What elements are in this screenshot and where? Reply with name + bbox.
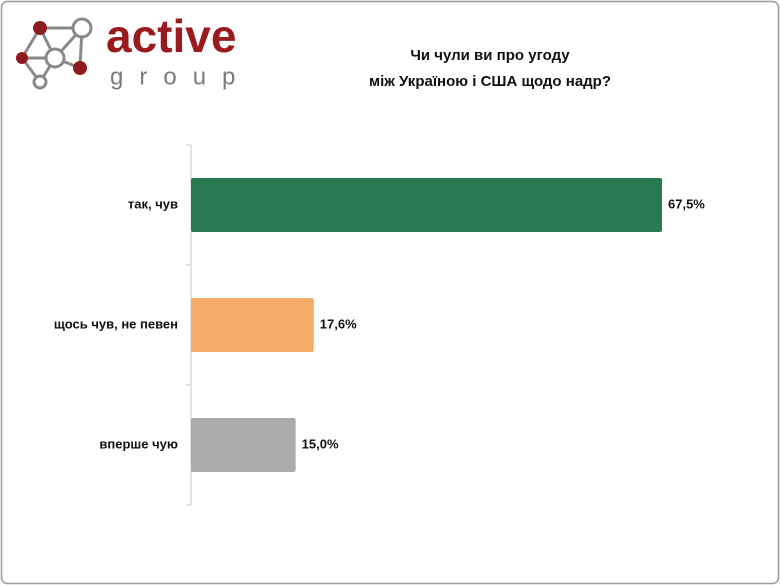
bar	[191, 178, 662, 232]
chart-title: між Україною і США щодо надр?	[369, 73, 611, 90]
value-label: 67,5%	[668, 196, 705, 211]
category-label: щось чув, не певен	[54, 316, 178, 331]
chart-title: Чи чули ви про угоду	[410, 47, 570, 64]
value-label: 17,6%	[320, 316, 357, 331]
category-label: вперше чую	[99, 436, 178, 451]
logo-icon	[16, 17, 93, 90]
bar	[191, 298, 314, 352]
bar	[191, 418, 296, 472]
value-label: 15,0%	[302, 436, 339, 451]
logo-tagline: group	[110, 63, 251, 90]
logo-name: active	[106, 10, 236, 62]
category-label: так, чув	[128, 196, 178, 211]
